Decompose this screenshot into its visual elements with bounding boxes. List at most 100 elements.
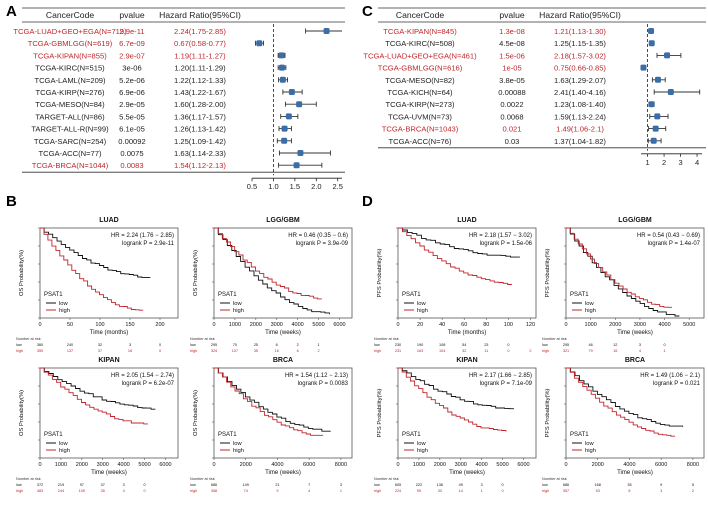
km-legend-title: PSAT1 (218, 432, 237, 438)
km-risk-low-value: 219 (58, 483, 64, 487)
km-risk-low-value: 3 (639, 343, 641, 347)
hr-point (323, 28, 330, 34)
row-hazard-ratio: 1.25(1.09-1.42) (174, 137, 226, 146)
panel-label-a: A (6, 3, 17, 20)
km-legend-high: high (417, 308, 428, 314)
km-legend-title: PSAT1 (402, 432, 421, 438)
km-xtick-label: 0 (38, 322, 41, 328)
km-logrank: logrank P = 3.9e-09 (296, 241, 349, 247)
km-xtick-label: 2000 (609, 322, 621, 328)
km-xtick-label: 2000 (76, 462, 88, 468)
km-risk-low-value: 7 (308, 483, 310, 487)
km-risk-low-value: 32 (98, 343, 102, 347)
km-risk-title: Number at risk (16, 337, 41, 341)
km-risk-high-label: high (374, 349, 381, 353)
km-xtick-label: 3000 (271, 322, 283, 328)
km-title: KIPAN (98, 357, 119, 364)
km-risk-high-label: high (16, 489, 23, 493)
km-frame (565, 367, 705, 459)
km-risk-high-label: high (16, 349, 23, 353)
x-tick-label: 1.0 (268, 182, 278, 191)
km-risk-low-value: 360 (37, 343, 43, 347)
row-hazard-ratio: 0.67(0.58-0.77) (174, 39, 226, 48)
km-curve-low (214, 367, 331, 432)
km-risk-high-value: 163 (417, 349, 423, 353)
km-risk-high-value: 95 (417, 489, 421, 493)
km-hr: HR = 0.54 (0.43 − 0.69) (637, 233, 700, 239)
km-risk-low-value: 21 (275, 483, 279, 487)
km-xtick-label: 0 (212, 462, 215, 468)
km-risk-high-value: 105 (79, 489, 85, 493)
km-hr: HR = 2.24 (1.76 − 2.85) (111, 233, 174, 239)
km-curve-high (398, 367, 507, 432)
km-xtick-label: 0 (396, 322, 399, 328)
km-xtick-label: 80 (483, 322, 489, 328)
km-risk-low-label: low (16, 343, 22, 347)
km-curve-low (40, 227, 151, 279)
km-legend-low: low (417, 301, 427, 307)
km-risk-title: Number at risk (16, 477, 41, 481)
km-xtick-label: 5000 (138, 462, 150, 468)
hr-point (654, 76, 661, 83)
km-ylabel: OS Probability(%) (193, 250, 199, 296)
km-xtick-label: 0 (396, 462, 399, 468)
km-plot-d-brca: BRCA HR = 1.49 (1.06 − 2.1) logrank P = 0.… (542, 357, 705, 493)
row-pvalue: 2.9e-05 (119, 100, 145, 109)
x-tick-label: 0.5 (247, 182, 257, 191)
km-xtick-label: 2000 (434, 462, 446, 468)
km-risk-low-value: 0 (501, 483, 503, 487)
km-xtick-label: 4000 (118, 462, 130, 468)
row-hazard-ratio: 1.22(1.12-1.33) (174, 76, 226, 85)
row-cancercode: TCGA-GBMLGG(N=619) (28, 39, 113, 48)
km-hr: HR = 2.18 (1.57 − 3.02) (469, 233, 532, 239)
km-risk-high-value: 0 (159, 349, 161, 353)
hr-point (293, 162, 300, 169)
km-risk-high-value: 74 (244, 489, 248, 493)
row-cancercode: TCGA-KICH(N=64) (387, 88, 453, 97)
km-plot-d-luad: LUAD HR = 2.18 (1.57 − 3.02) logrank P = 1… (374, 217, 537, 353)
km-risk-high-value: 14 (459, 489, 463, 493)
km-xtick-label: 6000 (517, 462, 529, 468)
row-hazard-ratio: 1.49(1.06-2.1) (556, 125, 604, 134)
row-pvalue: 0.021 (502, 125, 521, 134)
km-risk-high-value: 35 (101, 489, 105, 493)
km-risk-high-value: 104 (439, 349, 445, 353)
km-risk-high-value: 321 (563, 349, 569, 353)
km-frame (565, 227, 705, 319)
km-xtick-label: 100 (504, 322, 513, 328)
hr-point (281, 125, 288, 132)
km-xtick-label: 5000 (683, 322, 695, 328)
km-xtick-label: 4000 (476, 462, 488, 468)
km-xtick-label: 100 (95, 322, 104, 328)
km-curve-high (566, 227, 672, 308)
km-risk-high-value: 32 (462, 349, 466, 353)
km-risk-low-label: low (190, 343, 196, 347)
km-xlabel: Time (weeks) (91, 470, 127, 476)
km-risk-high-label: high (542, 489, 549, 493)
km-hr: HR = 2.05 (1.54 − 2.74) (111, 373, 174, 379)
km-ylabel: PFS Probability(%) (377, 388, 383, 437)
row-pvalue: 0.03 (505, 137, 520, 146)
hr-point (297, 150, 304, 156)
row-cancercode: TARGET-ALL(N=86) (35, 112, 105, 121)
km-risk-high-value: 79 (589, 349, 593, 353)
km-legend-high: high (233, 308, 244, 314)
row-hazard-ratio: 1.25(1.15-1.35) (554, 39, 606, 48)
km-xtick-label: 8000 (335, 462, 347, 468)
km-curve-low (398, 367, 514, 410)
km-curve-low (398, 227, 520, 258)
row-cancercode: TCGA-SARC(N=254) (34, 137, 107, 146)
km-legend-low: low (233, 301, 243, 307)
row-pvalue: 6.9e-06 (119, 88, 145, 97)
km-risk-high-value: 4 (639, 349, 641, 353)
km-legend-low: low (59, 301, 69, 307)
hr-point (640, 64, 647, 71)
km-curve-high (40, 367, 148, 425)
km-risk-high-value: 37 (98, 349, 102, 353)
km-xtick-label: 40 (439, 322, 445, 328)
km-xtick-label: 2000 (240, 462, 252, 468)
hr-point (279, 76, 286, 83)
row-cancercode: TCGA-KIPAN(N=845) (383, 27, 457, 36)
row-pvalue: 5.5e-05 (119, 112, 145, 121)
km-xtick-label: 4000 (292, 322, 304, 328)
